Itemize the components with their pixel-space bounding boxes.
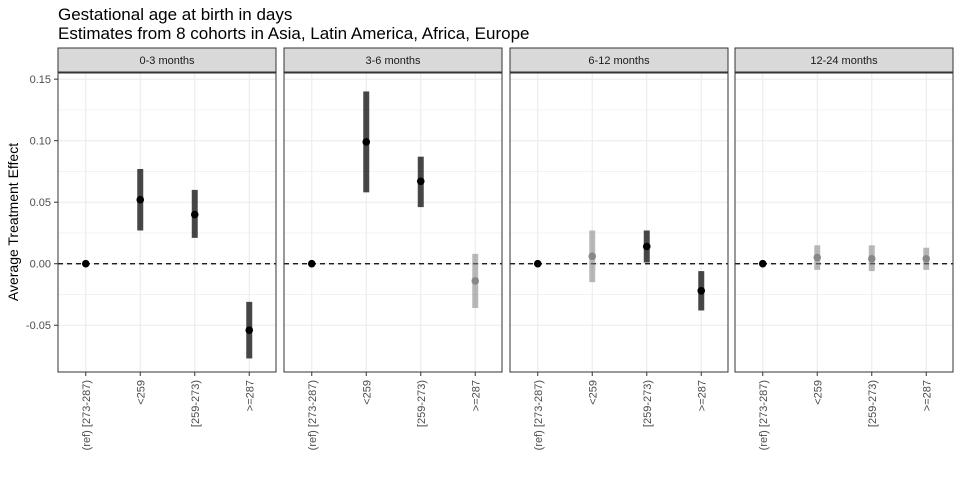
panel-border (283, 72, 503, 373)
facet-panel: 3-6 months (ref) [273-287) <259 [259-273) >=… (283, 47, 503, 450)
facet-strip (57, 47, 277, 73)
panel-border (509, 72, 729, 373)
y-tick-label: 0.15 (30, 74, 51, 86)
chart-title: Gestational age at birth in days (58, 5, 292, 24)
estimate-point (867, 254, 876, 263)
facet-strip-label: 12-24 months (810, 55, 878, 67)
facet-strip-label: 6-12 months (588, 55, 650, 67)
y-tick-label: -0.05 (26, 320, 51, 332)
panel-border (734, 72, 954, 373)
chart-subtitle: Estimates from 8 cohorts in Asia, Latin … (58, 24, 529, 43)
x-tick-label: [259-273) (642, 380, 654, 427)
y-axis: -0.05 0.00 0.05 0.10 0.15 (26, 74, 58, 332)
x-tick-label: <259 (812, 380, 824, 405)
estimate-point (81, 259, 90, 268)
estimate-point (362, 138, 371, 146)
facet-strip (734, 47, 954, 73)
facet-strip-label: 0-3 months (139, 55, 195, 67)
x-tick-label: <259 (361, 380, 373, 405)
estimate-point (245, 326, 254, 334)
estimate-point (642, 242, 651, 251)
x-tick-label: >=287 (244, 380, 256, 411)
x-tick-label: (ref) [273-287) (81, 380, 93, 450)
estimate-point (758, 259, 767, 268)
x-tick-label: >=287 (921, 380, 933, 411)
panel-background (510, 73, 728, 372)
panel-background (735, 73, 953, 372)
estimate-point (533, 259, 542, 268)
x-tick-label: [259-273) (190, 380, 202, 427)
facet-strip (509, 47, 729, 73)
facet-panel: 12-24 months (ref) [273-287) <259 [259-273)… (734, 47, 954, 450)
panel-background (58, 73, 276, 372)
facet-strip (283, 47, 503, 73)
facet-panel: 6-12 months (ref) [273-287) <259 [259-273) >… (509, 47, 729, 450)
x-tick-label: (ref) [273-287) (307, 380, 319, 450)
x-tick-label: [259-273) (867, 380, 879, 427)
facet-panels: 0-3 months (ref) [273-287) <259 [259-273) >=… (57, 47, 954, 450)
x-tick-label: <259 (135, 380, 147, 405)
estimate-point (588, 252, 597, 261)
y-axis-title: Average Treatment Effect (5, 143, 21, 301)
x-tick-label: [259-273) (416, 380, 428, 427)
x-tick-label: >=287 (696, 380, 708, 411)
panel-border (57, 72, 277, 373)
estimate-point (697, 286, 706, 295)
estimate-point (922, 254, 931, 263)
y-tick-label: 0.00 (30, 259, 51, 271)
x-tick-label: (ref) [273-287) (533, 380, 545, 450)
estimate-point (813, 253, 822, 262)
panel-background (284, 73, 502, 372)
x-tick-label: >=287 (470, 380, 482, 411)
x-tick-label: <259 (587, 380, 599, 405)
facet-strip-label: 3-6 months (365, 55, 421, 67)
estimate-point (136, 195, 145, 204)
y-tick-label: 0.05 (30, 197, 51, 209)
estimate-point (471, 277, 480, 285)
y-tick-label: 0.10 (30, 136, 51, 148)
x-tick-label: (ref) [273-287) (758, 380, 770, 450)
facet-panel: 0-3 months (ref) [273-287) <259 [259-273) >=… (57, 47, 277, 450)
estimate-point (190, 210, 199, 219)
estimate-point (416, 177, 425, 186)
estimate-point (307, 259, 316, 268)
